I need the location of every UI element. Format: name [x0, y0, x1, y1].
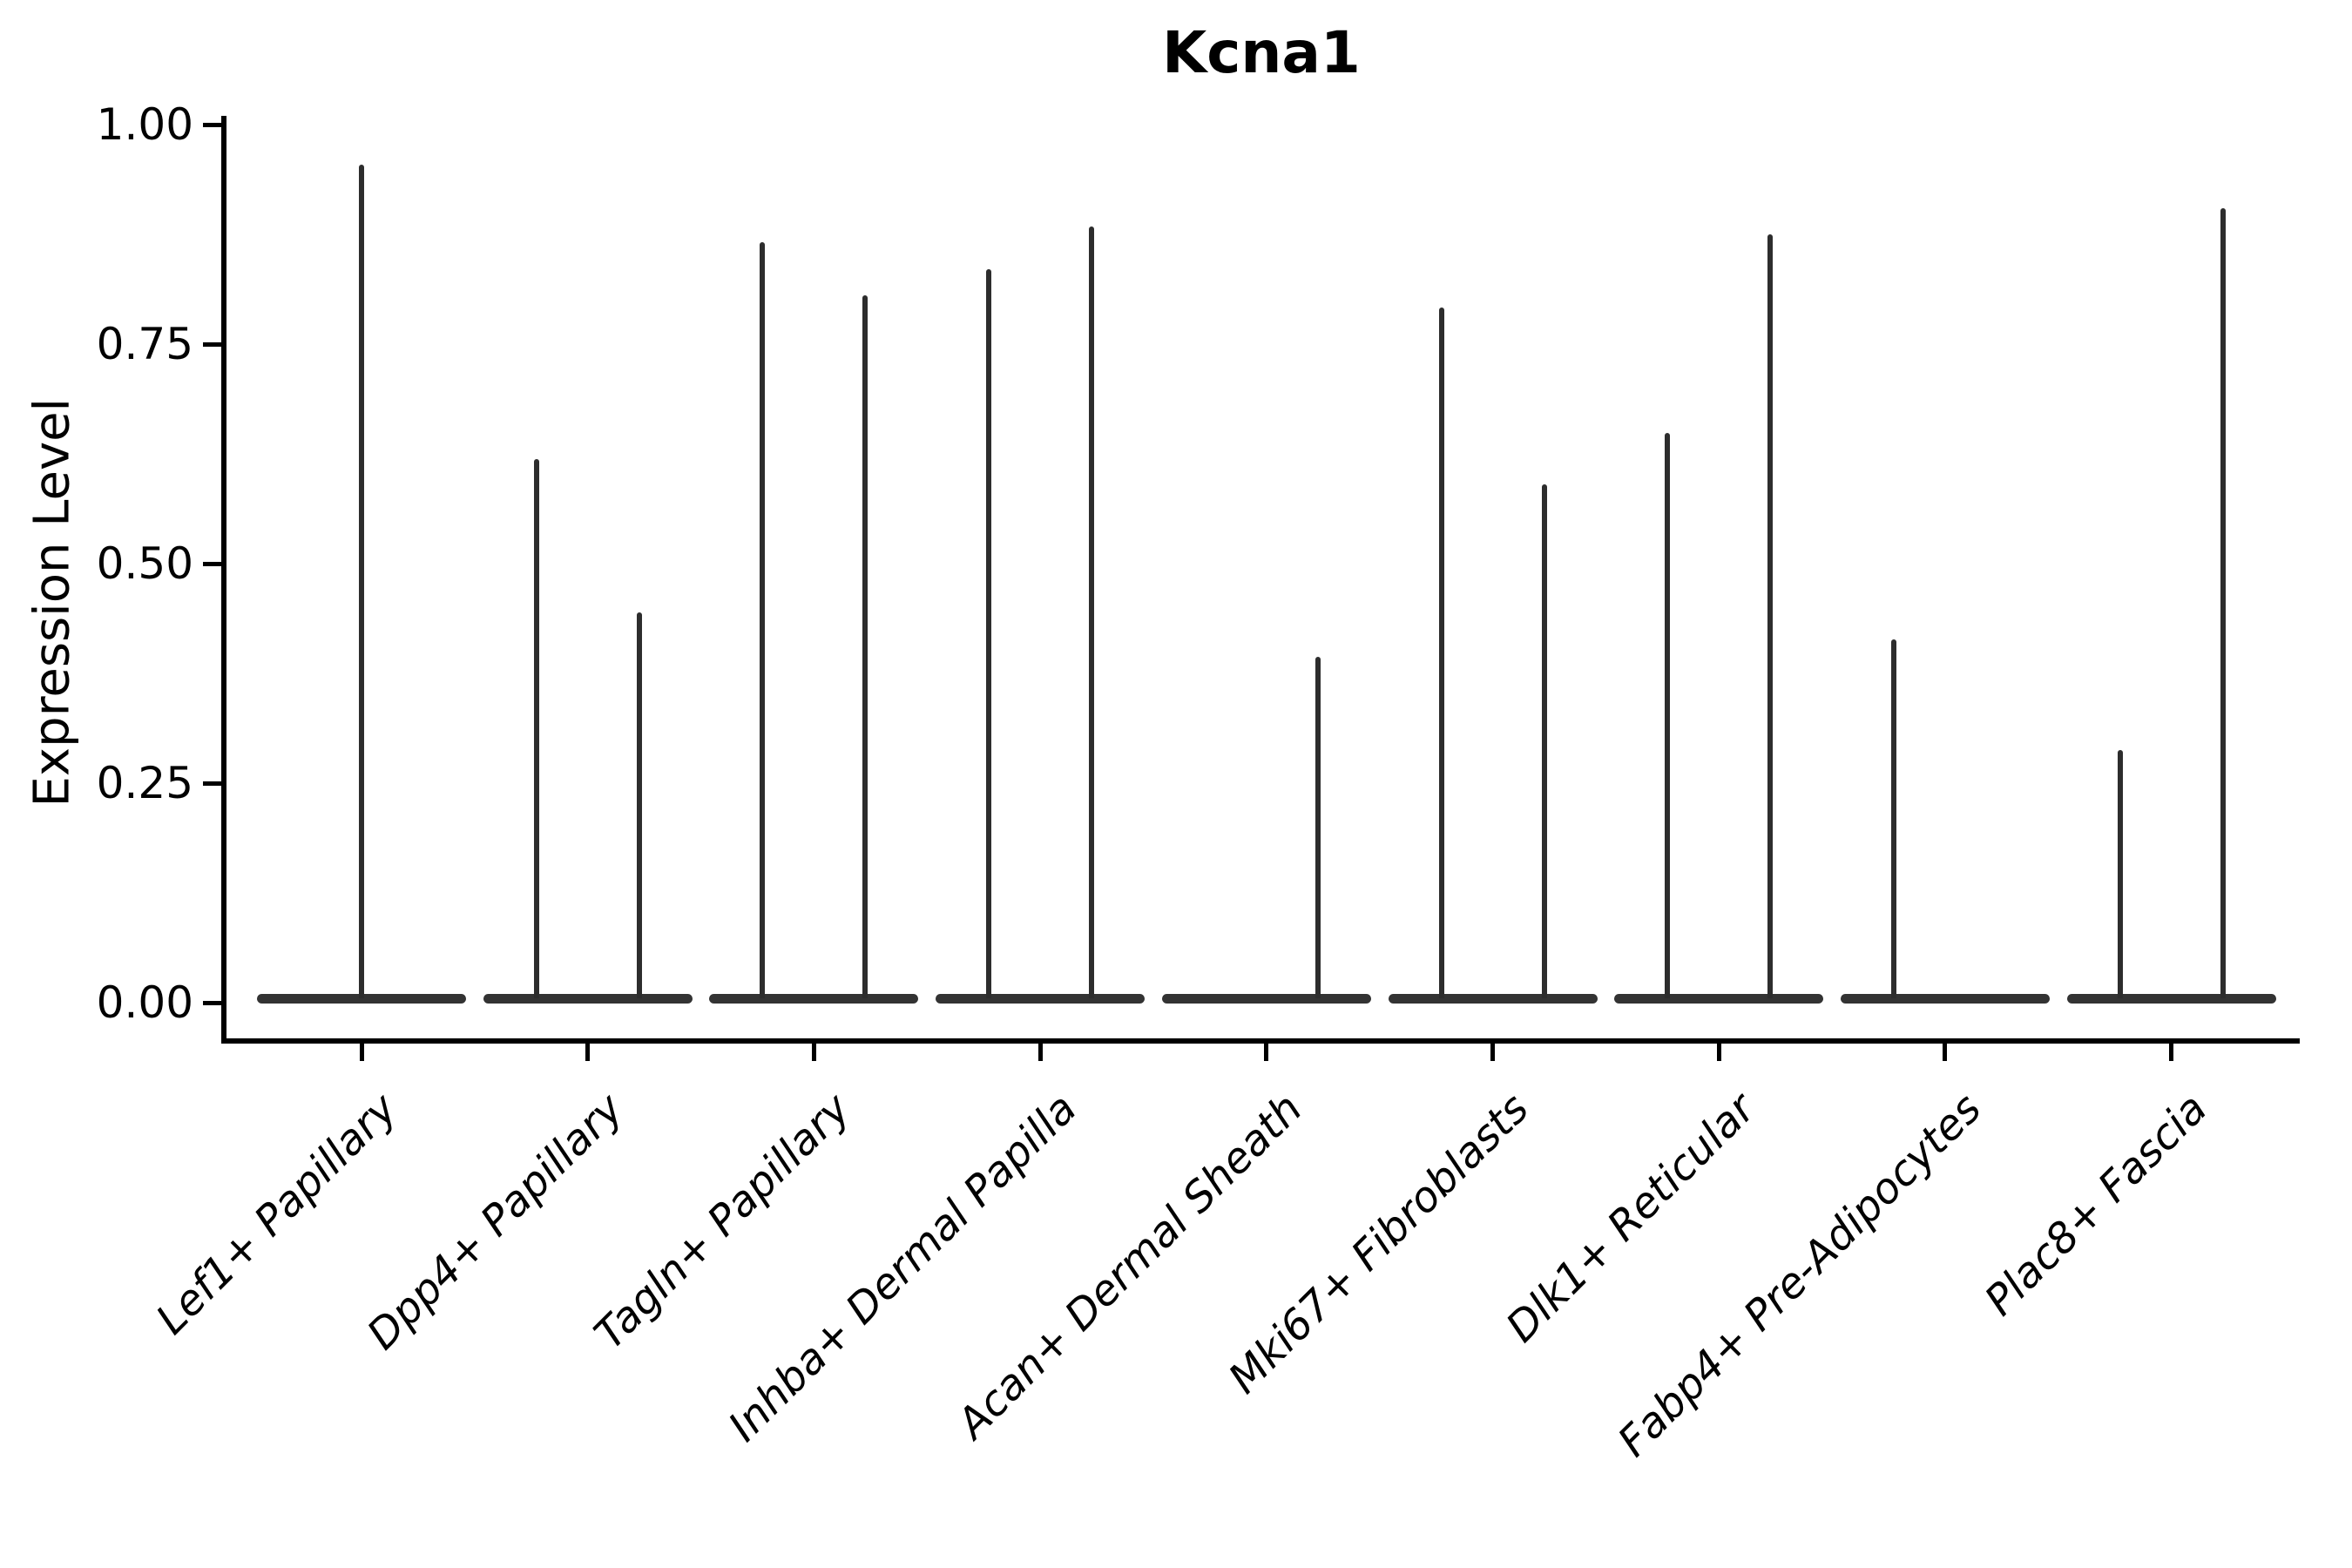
violin-spike [2117, 749, 2123, 998]
violin-spike [760, 242, 766, 998]
violin-spike [1315, 656, 1321, 998]
y-tick-label: 0.00 [96, 977, 193, 1028]
violin-spike [1665, 432, 1671, 998]
x-tick [1716, 1038, 1721, 1061]
x-axis-line [221, 1038, 2300, 1044]
violin-baseline [2066, 994, 2276, 1004]
violin-spike [2220, 207, 2226, 998]
violin-baseline [1161, 994, 1371, 1004]
x-tick [1037, 1038, 1043, 1061]
y-axis-label: Expression Level [24, 397, 81, 808]
violin-spike [1089, 226, 1095, 998]
violin-spike [636, 612, 642, 998]
x-tick [811, 1038, 816, 1061]
y-tick [203, 781, 225, 786]
y-tick [203, 122, 225, 127]
violin-baseline [257, 994, 466, 1004]
x-tick [1490, 1038, 1495, 1061]
y-tick-label: 0.50 [96, 538, 193, 589]
violin-spike [1541, 484, 1547, 998]
violin-spike [1767, 234, 1774, 998]
violin-spike [533, 459, 539, 998]
x-tick-label: Fabp4+ Pre-Adipocytes [1608, 1084, 1991, 1467]
x-tick [1264, 1038, 1269, 1061]
chart-title: Kcna1 [1162, 19, 1361, 86]
violin-baseline [1840, 994, 2050, 1004]
x-tick-label: Dlk1+ Reticular [1497, 1084, 1765, 1352]
y-tick-label: 1.00 [96, 99, 193, 150]
violin-baseline [1388, 994, 1598, 1004]
x-tick [585, 1038, 591, 1061]
violin-baseline [1614, 994, 1824, 1004]
violin-spike [359, 165, 364, 998]
x-tick [1943, 1038, 1948, 1061]
y-tick-label: 0.25 [96, 758, 193, 808]
y-tick [203, 561, 225, 566]
violin-spike [1438, 307, 1444, 998]
x-tick-label: Plac8+ Fascia [1976, 1084, 2217, 1326]
y-tick [203, 341, 225, 347]
x-tick [2169, 1038, 2174, 1061]
violin-spike [986, 269, 992, 998]
violin-baseline [483, 994, 693, 1004]
violin-baseline [936, 994, 1146, 1004]
y-tick [203, 1000, 225, 1005]
violin-spike [862, 294, 868, 998]
y-tick-label: 0.75 [96, 319, 193, 369]
y-axis-line [221, 116, 226, 1041]
x-tick [359, 1038, 364, 1061]
violin-baseline [709, 994, 919, 1004]
violin-spike [1890, 639, 1896, 998]
x-tick-label: Lef1+ Papillary [147, 1084, 408, 1344]
